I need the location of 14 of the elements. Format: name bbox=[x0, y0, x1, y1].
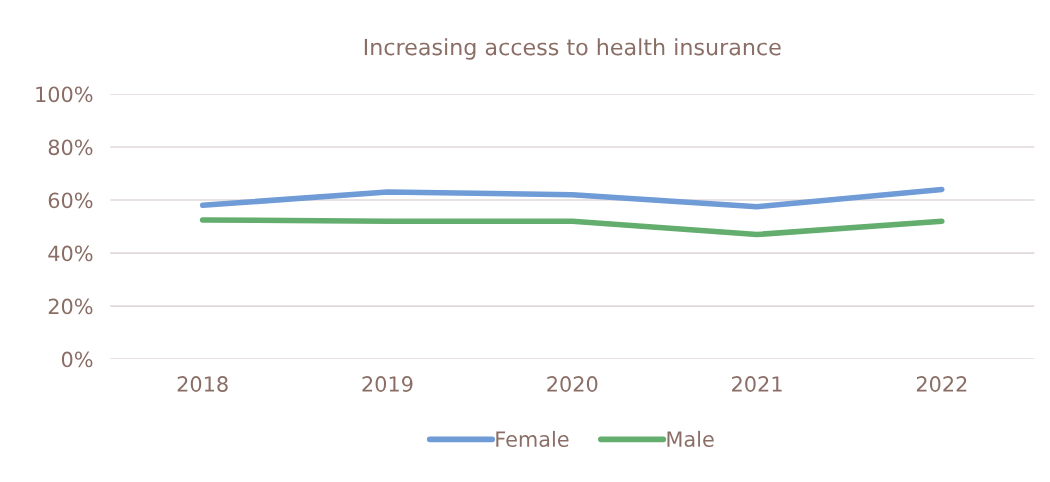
x-tick-label: 2020 bbox=[547, 376, 598, 392]
legend-label: Female bbox=[496, 430, 569, 447]
y-tick-label: 20% bbox=[48, 298, 93, 315]
y-tick-label: 80% bbox=[48, 139, 93, 156]
chart-title: Increasing access to health insurance bbox=[364, 38, 781, 60]
y-tick-label: 60% bbox=[48, 192, 93, 209]
y-tick-label: 0% bbox=[61, 351, 93, 368]
legend-label: Male bbox=[667, 430, 714, 447]
x-tick-label: 2021 bbox=[732, 376, 782, 392]
x-tick-label: 2022 bbox=[916, 376, 967, 392]
x-tick-label: 2019 bbox=[362, 376, 413, 392]
y-tick-label: 100% bbox=[36, 86, 93, 103]
x-tick-label: 2018 bbox=[177, 376, 228, 392]
y-tick-label: 40% bbox=[48, 245, 93, 262]
